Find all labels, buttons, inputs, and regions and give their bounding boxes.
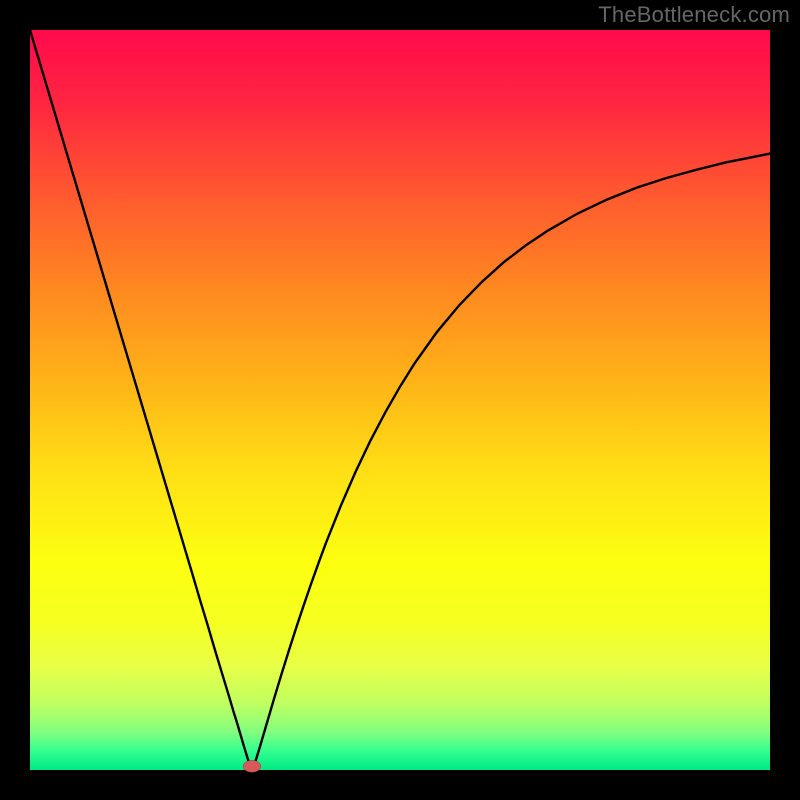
bottleneck-chart [0, 0, 800, 800]
minimum-marker [243, 760, 261, 772]
watermark-text: TheBottleneck.com [598, 2, 790, 28]
chart-container: TheBottleneck.com [0, 0, 800, 800]
